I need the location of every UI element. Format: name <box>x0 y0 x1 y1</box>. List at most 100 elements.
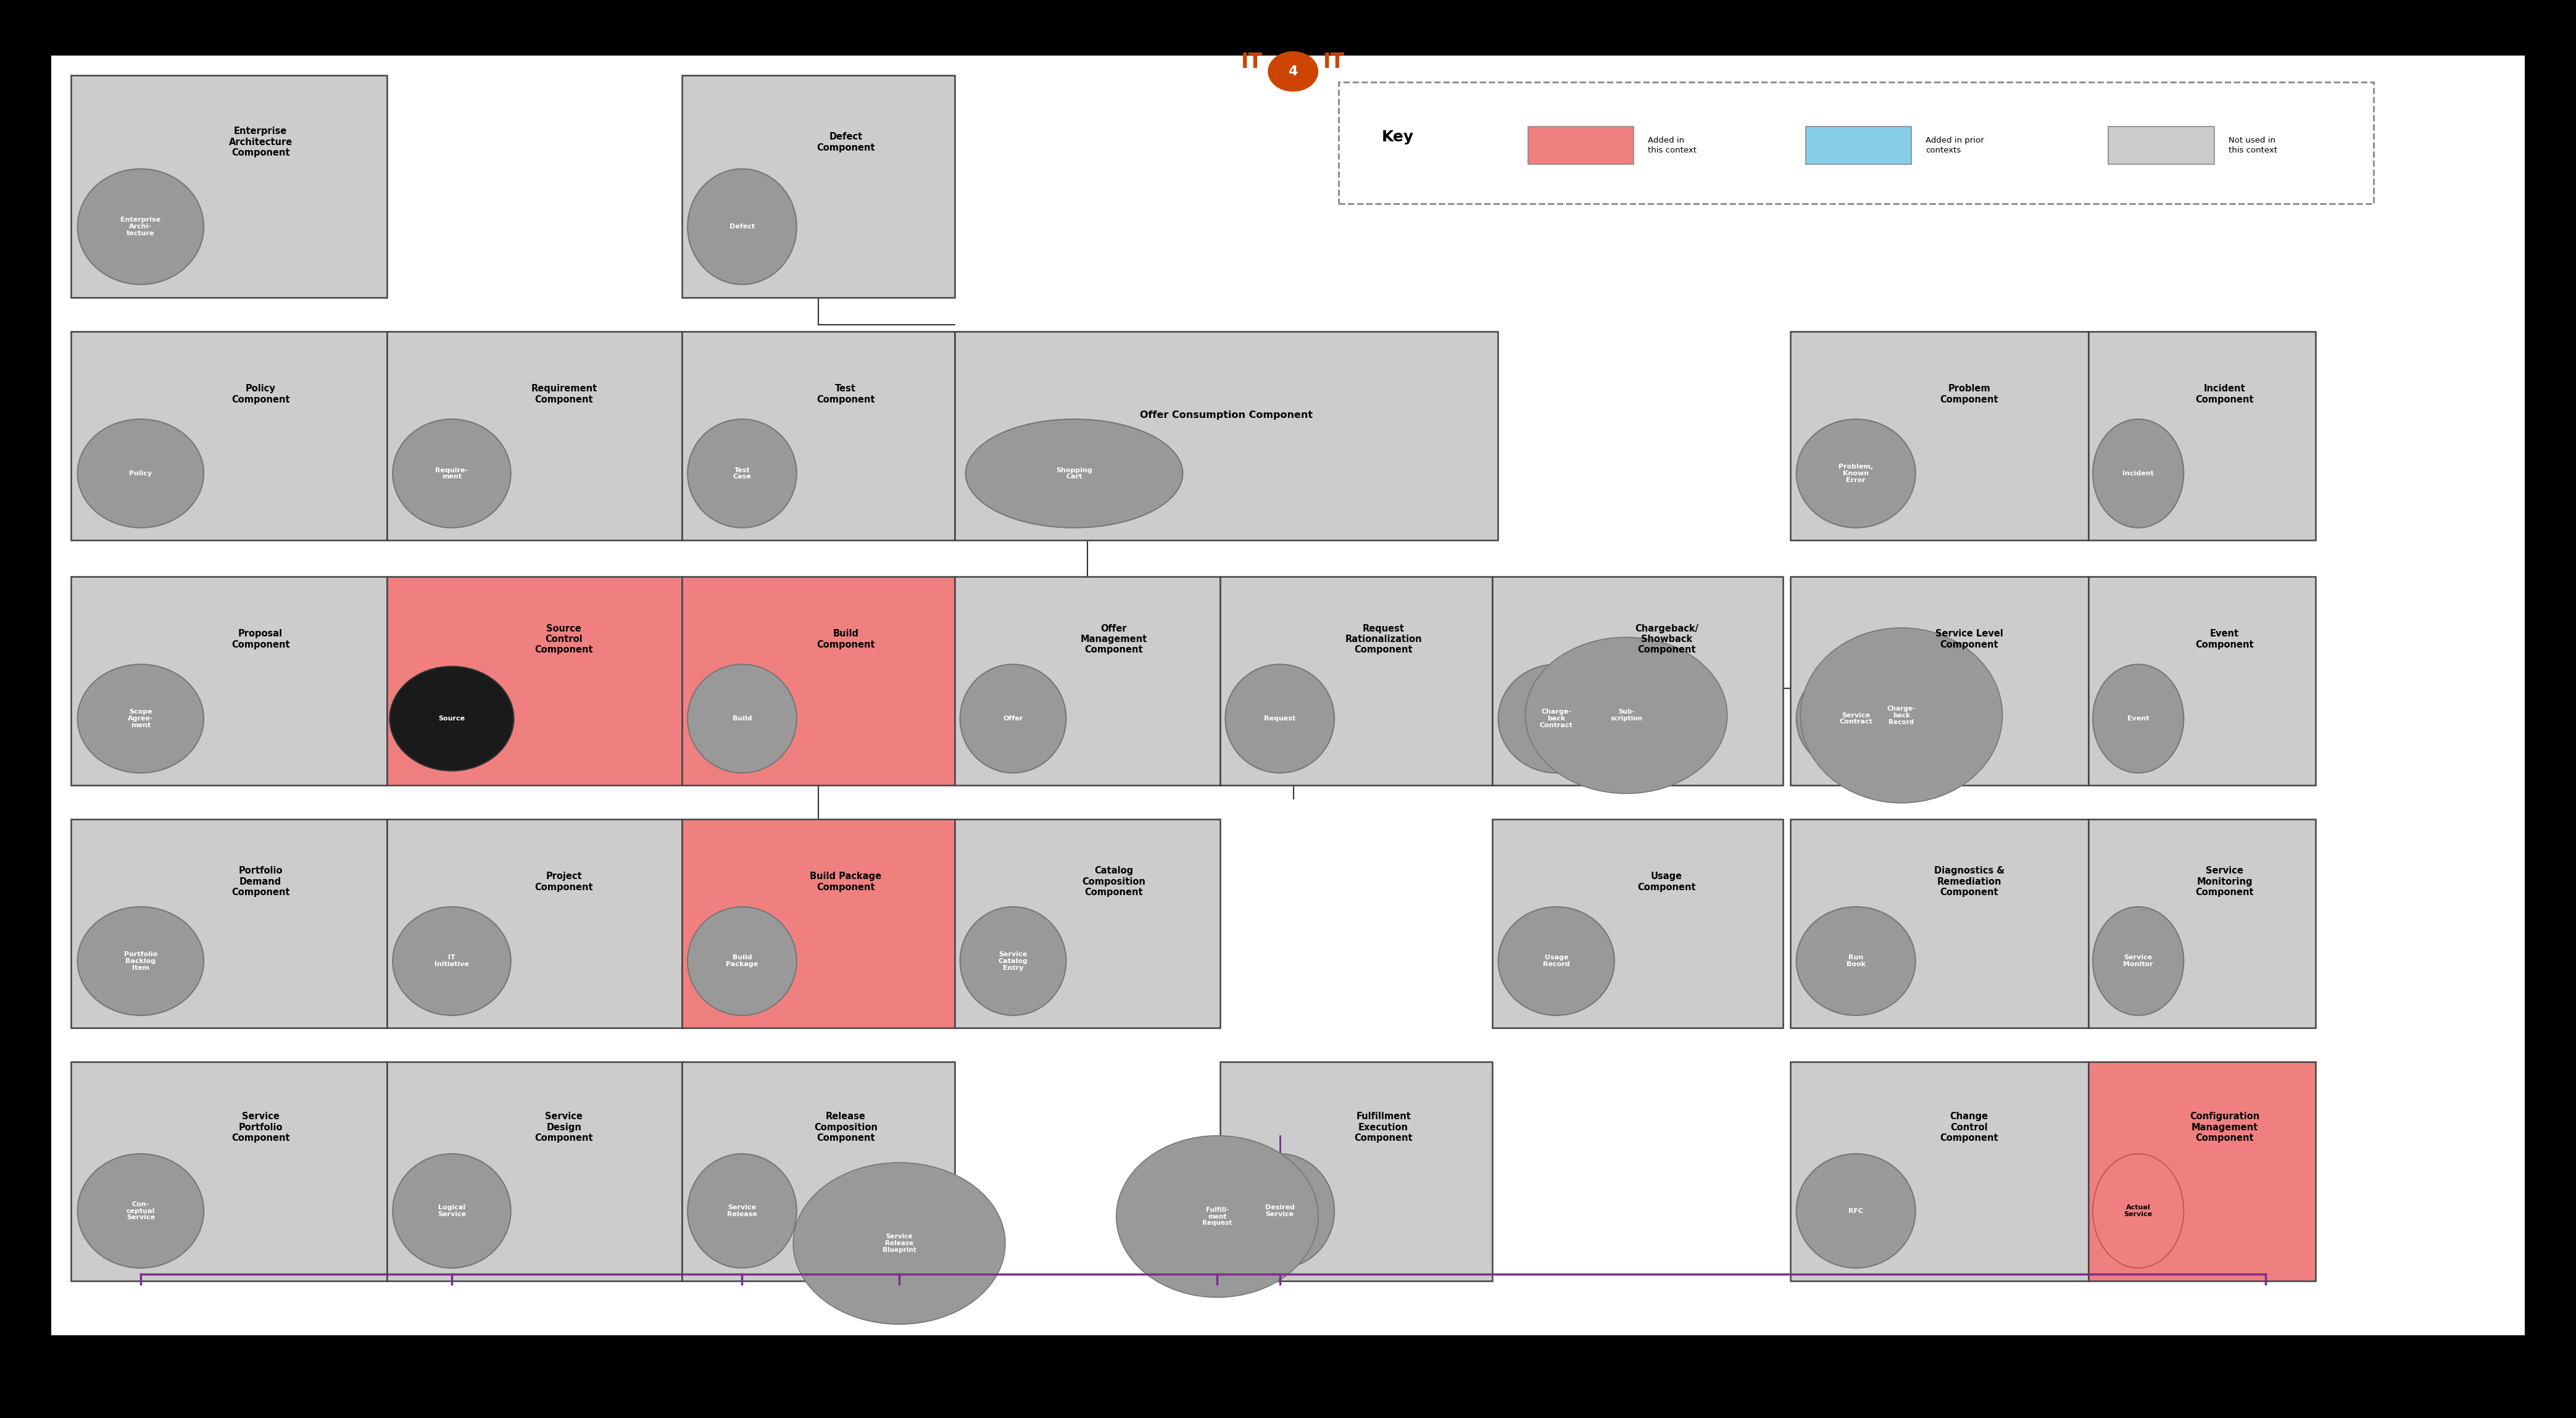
Text: Not used in
this context: Not used in this context <box>2228 136 2277 155</box>
FancyBboxPatch shape <box>956 820 1221 1028</box>
Text: Scope
Agree-
ment: Scope Agree- ment <box>129 709 155 729</box>
Text: Diagnostics &
Remediation
Component: Diagnostics & Remediation Component <box>1935 866 2004 898</box>
Text: Chargeback/
Showback
Component: Chargeback/ Showback Component <box>1636 624 1698 655</box>
Text: Enterprise
Architecture
Component: Enterprise Architecture Component <box>229 126 294 157</box>
Text: Defect: Defect <box>729 224 755 230</box>
FancyBboxPatch shape <box>683 75 956 298</box>
FancyBboxPatch shape <box>386 332 683 540</box>
Text: Project
Component: Project Component <box>536 872 592 892</box>
Ellipse shape <box>961 906 1066 1015</box>
Text: Source
Control
Component: Source Control Component <box>536 624 592 655</box>
Ellipse shape <box>793 1163 1005 1324</box>
Text: Service Level
Component: Service Level Component <box>1935 630 2004 649</box>
Text: Added in prior
contexts: Added in prior contexts <box>1927 136 1984 155</box>
Text: IT: IT <box>1242 52 1262 72</box>
Ellipse shape <box>392 1154 510 1268</box>
Text: Fulfillment
Execution
Component: Fulfillment Execution Component <box>1355 1112 1412 1143</box>
Text: Logical
Service: Logical Service <box>438 1204 466 1217</box>
Text: Request
Rationalization
Component: Request Rationalization Component <box>1345 624 1422 655</box>
Text: RFC: RFC <box>1850 1208 1862 1214</box>
FancyBboxPatch shape <box>1790 1062 2089 1282</box>
Text: Offer
Management
Component: Offer Management Component <box>1079 624 1146 655</box>
Text: Service
Catalog
Entry: Service Catalog Entry <box>999 951 1028 971</box>
Ellipse shape <box>1525 637 1728 794</box>
Text: Incident
Component: Incident Component <box>2195 384 2254 404</box>
Text: Policy
Component: Policy Component <box>232 384 289 404</box>
Ellipse shape <box>2092 664 2184 773</box>
Text: Service
Monitor: Service Monitor <box>2123 954 2154 967</box>
FancyBboxPatch shape <box>683 1062 956 1282</box>
FancyBboxPatch shape <box>386 820 683 1028</box>
Ellipse shape <box>77 1154 204 1268</box>
Ellipse shape <box>1795 906 1917 1015</box>
Text: Requirement
Component: Requirement Component <box>531 384 598 404</box>
Text: Build
Component: Build Component <box>817 630 876 649</box>
Text: Service
Portfolio
Component: Service Portfolio Component <box>232 1112 289 1143</box>
Ellipse shape <box>961 664 1066 773</box>
FancyBboxPatch shape <box>2089 332 2316 540</box>
Text: Test
Component: Test Component <box>817 384 876 404</box>
Ellipse shape <box>966 420 1182 527</box>
Text: IT
Initiative: IT Initiative <box>435 954 469 967</box>
Ellipse shape <box>1801 628 2002 803</box>
Text: Sub-
scription: Sub- scription <box>1610 709 1643 722</box>
Ellipse shape <box>392 906 510 1015</box>
FancyBboxPatch shape <box>683 577 956 786</box>
Ellipse shape <box>1499 664 1615 773</box>
Text: Policy: Policy <box>129 471 152 476</box>
FancyBboxPatch shape <box>72 75 386 298</box>
FancyBboxPatch shape <box>1806 126 1911 164</box>
FancyBboxPatch shape <box>2107 126 2215 164</box>
Ellipse shape <box>1499 906 1615 1015</box>
FancyBboxPatch shape <box>1492 577 1783 786</box>
Text: Event
Component: Event Component <box>2195 630 2254 649</box>
Text: Offer: Offer <box>1002 716 1023 722</box>
FancyBboxPatch shape <box>956 332 1497 540</box>
FancyBboxPatch shape <box>2089 1062 2316 1282</box>
Ellipse shape <box>688 664 796 773</box>
Text: Run
Book: Run Book <box>1847 954 1865 967</box>
Text: Charge-
back
Record: Charge- back Record <box>1888 706 1917 725</box>
Text: Con-
ceptual
Service: Con- ceptual Service <box>126 1201 155 1221</box>
Ellipse shape <box>2092 906 2184 1015</box>
FancyBboxPatch shape <box>52 55 2524 1336</box>
Text: Test
Case: Test Case <box>734 467 752 479</box>
Text: Usage
Record: Usage Record <box>1543 954 1569 967</box>
FancyBboxPatch shape <box>1790 820 2089 1028</box>
Text: Request: Request <box>1265 716 1296 722</box>
FancyBboxPatch shape <box>72 820 386 1028</box>
Text: Configuration
Management
Component: Configuration Management Component <box>2190 1112 2259 1143</box>
Text: Service
Release: Service Release <box>726 1204 757 1217</box>
Text: Require-
ment: Require- ment <box>435 467 469 479</box>
Text: Desired
Service: Desired Service <box>1265 1204 1296 1217</box>
Ellipse shape <box>688 1154 796 1268</box>
FancyBboxPatch shape <box>1790 332 2089 540</box>
Ellipse shape <box>1267 51 1319 92</box>
Ellipse shape <box>1115 1136 1319 1297</box>
Ellipse shape <box>77 906 204 1015</box>
Text: Release
Composition
Component: Release Composition Component <box>814 1112 878 1143</box>
Ellipse shape <box>392 420 510 527</box>
FancyBboxPatch shape <box>72 1062 386 1282</box>
FancyBboxPatch shape <box>2089 820 2316 1028</box>
Text: Usage
Component: Usage Component <box>1638 872 1695 892</box>
Text: Build
Package: Build Package <box>726 954 757 967</box>
Text: Change
Control
Component: Change Control Component <box>1940 1112 1999 1143</box>
Ellipse shape <box>1795 1154 1917 1268</box>
Text: Problem,
Known
Error: Problem, Known Error <box>1839 464 1873 484</box>
Text: 4: 4 <box>1288 65 1298 78</box>
FancyBboxPatch shape <box>2089 577 2316 786</box>
Text: Service
Design
Component: Service Design Component <box>536 1112 592 1143</box>
Text: Portfolio
Backlog
Item: Portfolio Backlog Item <box>124 951 157 971</box>
Text: Added in
this context: Added in this context <box>1649 136 1698 155</box>
FancyBboxPatch shape <box>72 332 386 540</box>
Text: Source: Source <box>438 716 466 722</box>
FancyBboxPatch shape <box>1221 577 1492 786</box>
Text: Service
Monitoring
Component: Service Monitoring Component <box>2195 866 2254 898</box>
Ellipse shape <box>688 169 796 285</box>
Ellipse shape <box>389 666 513 771</box>
Text: Shopping
Cart: Shopping Cart <box>1056 467 1092 479</box>
Ellipse shape <box>688 906 796 1015</box>
Text: Enterprise
Archi-
tecture: Enterprise Archi- tecture <box>121 217 160 237</box>
Text: Fulfill-
ment
Request: Fulfill- ment Request <box>1203 1207 1231 1227</box>
